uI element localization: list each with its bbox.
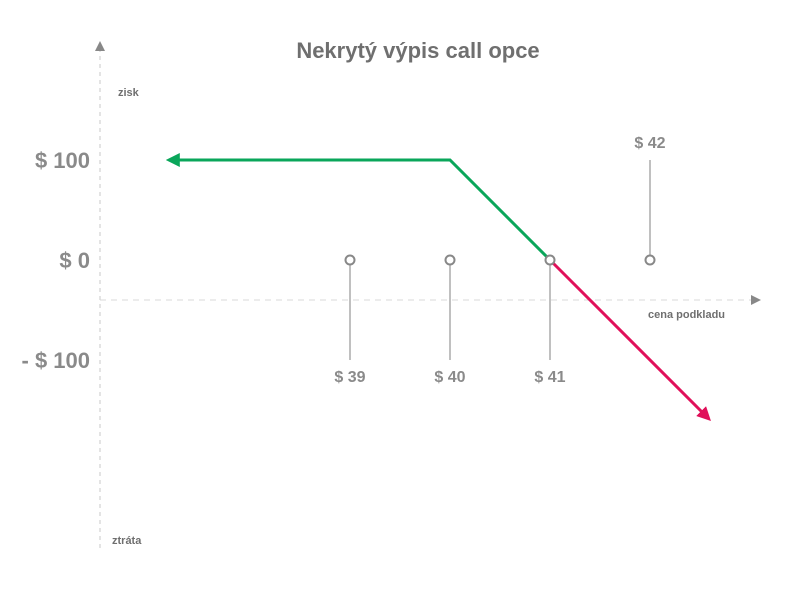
- x-axis-label: cena podkladu: [648, 309, 725, 321]
- y-tick-label: $ 0: [59, 248, 90, 273]
- y-tick-label: - $ 100: [22, 348, 91, 373]
- price-marker-point: [344, 254, 356, 266]
- price-marker-point: [644, 254, 656, 266]
- price-marker-label: $ 41: [534, 369, 565, 386]
- price-marker-label: $ 42: [634, 135, 665, 152]
- y-axis-label-top: zisk: [118, 87, 140, 99]
- price-marker-point: [444, 254, 456, 266]
- loss-line: [548, 258, 711, 421]
- chart-title: Nekrytý výpis call opce: [296, 38, 539, 63]
- profit-line: [165, 153, 552, 262]
- price-marker-point: [544, 254, 556, 266]
- y-axis-label-bottom: ztráta: [112, 535, 142, 547]
- price-marker-label: $ 39: [334, 369, 365, 386]
- y-tick-label: $ 100: [35, 148, 90, 173]
- price-marker-label: $ 40: [434, 369, 465, 386]
